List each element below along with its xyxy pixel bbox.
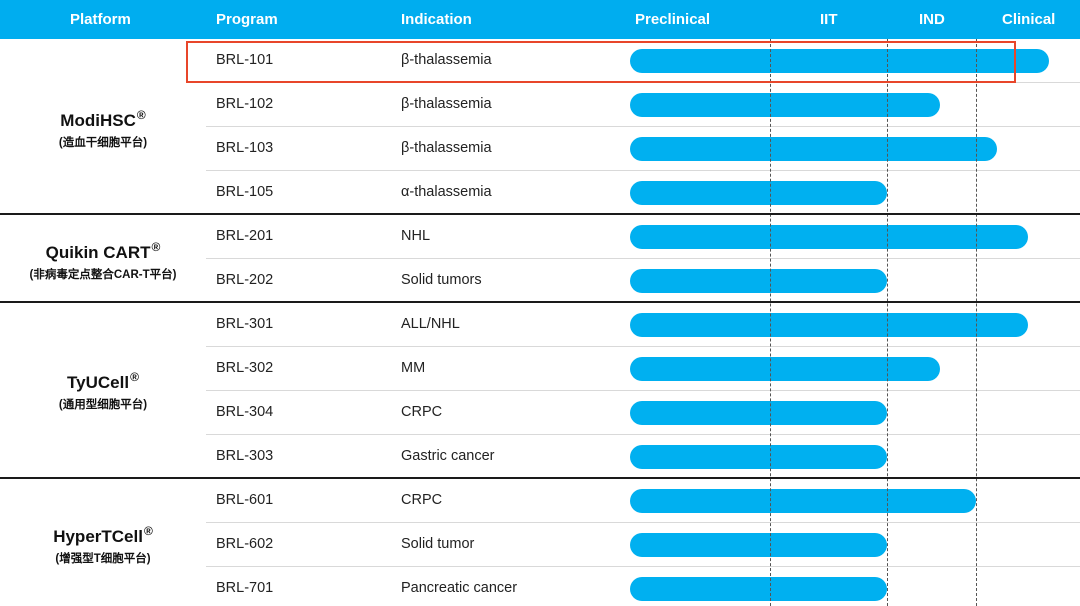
program-brl-201: BRL-201 bbox=[216, 228, 274, 244]
row-divider bbox=[206, 346, 1080, 347]
row-divider bbox=[206, 390, 1080, 391]
program-brl-101: BRL-101 bbox=[216, 52, 274, 68]
platform-name: Quikin CART® bbox=[45, 240, 161, 262]
indication-label: ALL/NHL bbox=[401, 316, 460, 332]
platform-name: HyperTCell® bbox=[53, 524, 153, 546]
program-brl-202: BRL-202 bbox=[216, 272, 274, 288]
platform-tyucell: TyUCell® (通用型细胞平台) bbox=[0, 370, 206, 412]
progress-bar-brl-103 bbox=[630, 137, 997, 161]
progress-bar-brl-303 bbox=[630, 445, 887, 469]
platform-modihsc: ModiHSC® (造血干细胞平台) bbox=[0, 108, 206, 150]
platform-name: TyUCell® bbox=[67, 370, 139, 392]
indication-label: β-thalassemia bbox=[401, 52, 492, 68]
progress-bar-brl-601 bbox=[630, 489, 976, 513]
indication-label: β-thalassemia bbox=[401, 140, 492, 156]
progress-bar-brl-201 bbox=[630, 225, 1028, 249]
group-divider bbox=[0, 477, 1080, 479]
platform-subtitle: (非病毒定点整合CAR-T平台) bbox=[29, 269, 177, 281]
progress-bar-brl-701 bbox=[630, 577, 887, 601]
platform-name: ModiHSC® bbox=[60, 108, 146, 130]
progress-bar-brl-202 bbox=[630, 269, 887, 293]
program-brl-102: BRL-102 bbox=[216, 96, 274, 112]
indication-label: CRPC bbox=[401, 404, 443, 420]
indication-label: β-thalassemia bbox=[401, 96, 492, 112]
header-indication: Indication bbox=[401, 11, 472, 28]
program-brl-302: BRL-302 bbox=[216, 360, 274, 376]
indication-label: Gastric cancer bbox=[401, 448, 495, 464]
progress-bar-brl-304 bbox=[630, 401, 887, 425]
indication-label: Solid tumors bbox=[401, 272, 482, 288]
program-brl-303: BRL-303 bbox=[216, 448, 274, 464]
platform-quikin-cart: Quikin CART® (非病毒定点整合CAR-T平台) bbox=[0, 240, 206, 282]
header-iit: IIT bbox=[820, 11, 838, 28]
indication-label: NHL bbox=[401, 228, 431, 244]
program-brl-105: BRL-105 bbox=[216, 184, 274, 200]
program-brl-602: BRL-602 bbox=[216, 536, 274, 552]
row-divider bbox=[206, 258, 1080, 259]
stage-divider-iit bbox=[770, 39, 771, 606]
stage-divider-ind bbox=[887, 39, 888, 606]
indication-label: α-thalassemia bbox=[401, 184, 492, 200]
program-brl-301: BRL-301 bbox=[216, 316, 274, 332]
header-ind: IND bbox=[919, 11, 945, 28]
indication-label: Solid tumor bbox=[401, 536, 475, 552]
row-divider bbox=[206, 522, 1080, 523]
progress-bar-brl-302 bbox=[630, 357, 941, 381]
group-divider bbox=[0, 301, 1080, 303]
header-clinical: Clinical bbox=[1002, 11, 1056, 28]
indication-label: CRPC bbox=[401, 492, 443, 508]
stage-divider-clinical bbox=[976, 39, 977, 606]
header-preclinical: Preclinical bbox=[635, 11, 711, 28]
platform-hypertcell: HyperTCell® (增强型T细胞平台) bbox=[0, 524, 206, 566]
progress-bar-brl-301 bbox=[630, 313, 1028, 337]
row-divider bbox=[206, 566, 1080, 567]
row-divider bbox=[206, 170, 1080, 171]
header-platform: Platform bbox=[70, 11, 131, 28]
platform-subtitle: (通用型细胞平台) bbox=[58, 399, 148, 411]
platform-subtitle: (增强型T细胞平台) bbox=[55, 553, 151, 565]
indication-label: Pancreatic cancer bbox=[401, 580, 518, 596]
progress-bar-brl-105 bbox=[630, 181, 887, 205]
program-brl-304: BRL-304 bbox=[216, 404, 274, 420]
group-divider bbox=[0, 213, 1080, 215]
progress-bar-brl-102 bbox=[630, 93, 941, 117]
progress-bar-brl-101 bbox=[630, 49, 1049, 73]
program-brl-601: BRL-601 bbox=[216, 492, 274, 508]
table-header: Platform Program Indication Preclinical … bbox=[0, 0, 1080, 39]
program-brl-701: BRL-701 bbox=[216, 580, 274, 596]
row-divider bbox=[206, 126, 1080, 127]
platform-subtitle: (造血干细胞平台) bbox=[58, 137, 148, 149]
progress-bar-brl-602 bbox=[630, 533, 887, 557]
indication-label: MM bbox=[401, 360, 426, 376]
program-brl-103: BRL-103 bbox=[216, 140, 274, 156]
header-program: Program bbox=[216, 11, 278, 28]
highlight-box bbox=[186, 41, 1016, 83]
row-divider bbox=[206, 434, 1080, 435]
